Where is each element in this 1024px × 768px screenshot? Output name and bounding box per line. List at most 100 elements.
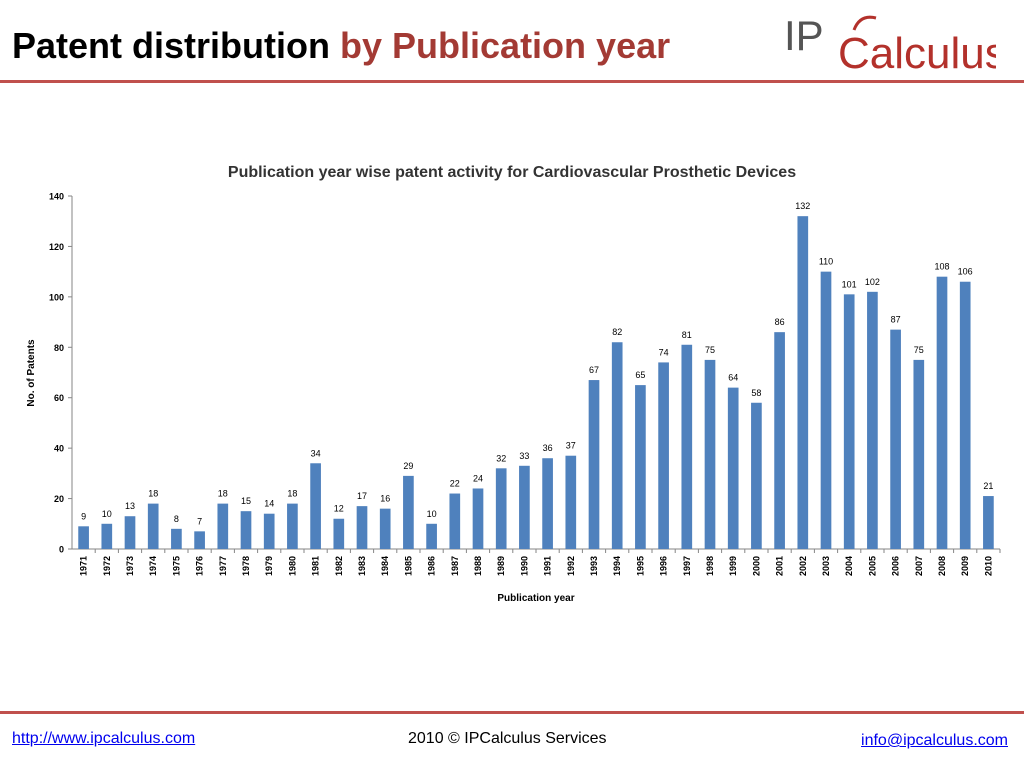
x-tick-label: 1986 <box>427 556 437 576</box>
bar-value-label: 87 <box>891 315 901 325</box>
x-tick-label: 2000 <box>751 556 761 576</box>
bar <box>751 402 762 549</box>
bar-value-label: 75 <box>705 345 715 355</box>
bar-value-label: 106 <box>958 267 973 277</box>
y-tick-label: 140 <box>49 192 64 202</box>
x-axis-label: Publication year <box>497 593 574 604</box>
slide-title-main: Patent distribution <box>12 25 330 66</box>
bar-value-label: 17 <box>357 491 367 501</box>
bar <box>843 294 855 549</box>
bar-value-label: 9 <box>81 511 86 521</box>
x-tick-label: 1998 <box>705 556 715 576</box>
x-tick-label: 1990 <box>519 556 529 576</box>
bar <box>658 362 669 549</box>
x-tick-label: 1979 <box>264 556 274 576</box>
y-tick-label: 40 <box>54 444 64 454</box>
bar-value-label: 75 <box>914 345 924 355</box>
logo-arc <box>852 15 877 31</box>
bar <box>588 380 600 549</box>
y-tick-label: 0 <box>59 545 64 555</box>
x-tick-label: 1971 <box>79 556 89 576</box>
x-tick-label: 2005 <box>867 556 877 576</box>
logo-wordmark: Calculus <box>838 29 996 76</box>
bar <box>287 503 298 549</box>
x-tick-label: 1980 <box>287 556 297 576</box>
slide-title-highlight: by Publication year <box>340 25 671 66</box>
website-link[interactable]: http://www.ipcalculus.com <box>12 730 196 747</box>
bar-value-label: 67 <box>589 365 599 375</box>
x-tick-label: 1985 <box>403 556 413 576</box>
bar-value-label: 24 <box>473 473 483 483</box>
bar-value-label: 29 <box>403 461 413 471</box>
x-tick-label: 1999 <box>728 556 738 576</box>
bar <box>635 385 646 549</box>
bar-value-label: 37 <box>566 441 576 451</box>
bar-value-label: 34 <box>311 448 321 458</box>
x-tick-label: 1994 <box>612 556 622 576</box>
bar-value-label: 18 <box>218 489 228 499</box>
bar <box>774 332 785 549</box>
bar <box>913 359 925 549</box>
bar <box>704 359 716 549</box>
email-link[interactable]: info@ipcalculus.com <box>861 732 1008 749</box>
bar-value-label: 32 <box>496 453 506 463</box>
bar-value-label: 110 <box>819 257 833 267</box>
x-tick-label: 1978 <box>241 556 251 576</box>
bar <box>426 523 437 549</box>
bar-value-label: 21 <box>983 481 993 491</box>
y-tick-label: 100 <box>49 292 64 302</box>
bar-value-label: 102 <box>865 277 880 287</box>
bar <box>78 526 89 549</box>
x-tick-label: 1992 <box>566 556 576 576</box>
bar-value-label: 8 <box>174 514 179 524</box>
x-tick-label: 2002 <box>798 556 808 576</box>
x-tick-label: 1984 <box>380 556 390 576</box>
x-tick-label: 2003 <box>821 556 831 576</box>
x-tick-label: 1996 <box>659 556 669 576</box>
bar <box>124 516 136 549</box>
bar <box>217 503 229 549</box>
bar-value-label: 22 <box>450 479 460 489</box>
bar <box>959 281 971 549</box>
bar <box>194 531 205 549</box>
x-tick-label: 1982 <box>334 556 344 576</box>
bar <box>565 455 577 549</box>
x-tick-label: 1997 <box>682 556 692 576</box>
bar-value-label: 16 <box>380 494 390 504</box>
bar-value-label: 65 <box>635 370 645 380</box>
x-tick-label: 2004 <box>844 556 854 576</box>
y-tick-label: 80 <box>54 343 64 353</box>
bar <box>611 342 623 549</box>
chart-title: Publication year wise patent activity fo… <box>228 164 796 181</box>
x-tick-label: 1983 <box>357 556 367 576</box>
bar-value-label: 64 <box>728 373 738 383</box>
bar-value-label: 81 <box>682 330 692 340</box>
x-tick-label: 1995 <box>635 556 645 576</box>
x-ticks: 1971 1972 1973 1974 1975 1976 1977 1978 1979 1980… <box>79 549 1001 576</box>
x-tick-label: 1973 <box>125 556 135 576</box>
bar <box>519 465 530 549</box>
bar-chart: Publication year wise patent activity fo… <box>26 164 1001 604</box>
bar-value-label: 14 <box>264 499 274 509</box>
x-tick-label: 1975 <box>171 556 181 576</box>
logo-prefix: IP <box>784 12 824 59</box>
bar <box>379 508 391 549</box>
bar <box>310 463 321 549</box>
bars <box>78 216 994 549</box>
bar <box>936 276 948 549</box>
bar-value-label: 86 <box>775 317 785 327</box>
bar-value-label: 13 <box>125 501 135 511</box>
bar <box>495 468 507 549</box>
x-tick-label: 1974 <box>148 556 158 576</box>
y-axis-label: No. of Patents <box>26 339 37 407</box>
x-tick-label: 1988 <box>473 556 483 576</box>
bar <box>472 488 484 549</box>
bar-value-label: 10 <box>102 509 112 519</box>
x-tick-label: 2010 <box>983 556 993 576</box>
bar-value-label: 7 <box>197 516 202 526</box>
bar-value-label: 15 <box>241 496 251 506</box>
bar-value-label: 33 <box>519 451 529 461</box>
bar-value-label: 108 <box>934 262 949 272</box>
x-tick-label: 1987 <box>450 556 460 576</box>
bar <box>797 216 809 549</box>
